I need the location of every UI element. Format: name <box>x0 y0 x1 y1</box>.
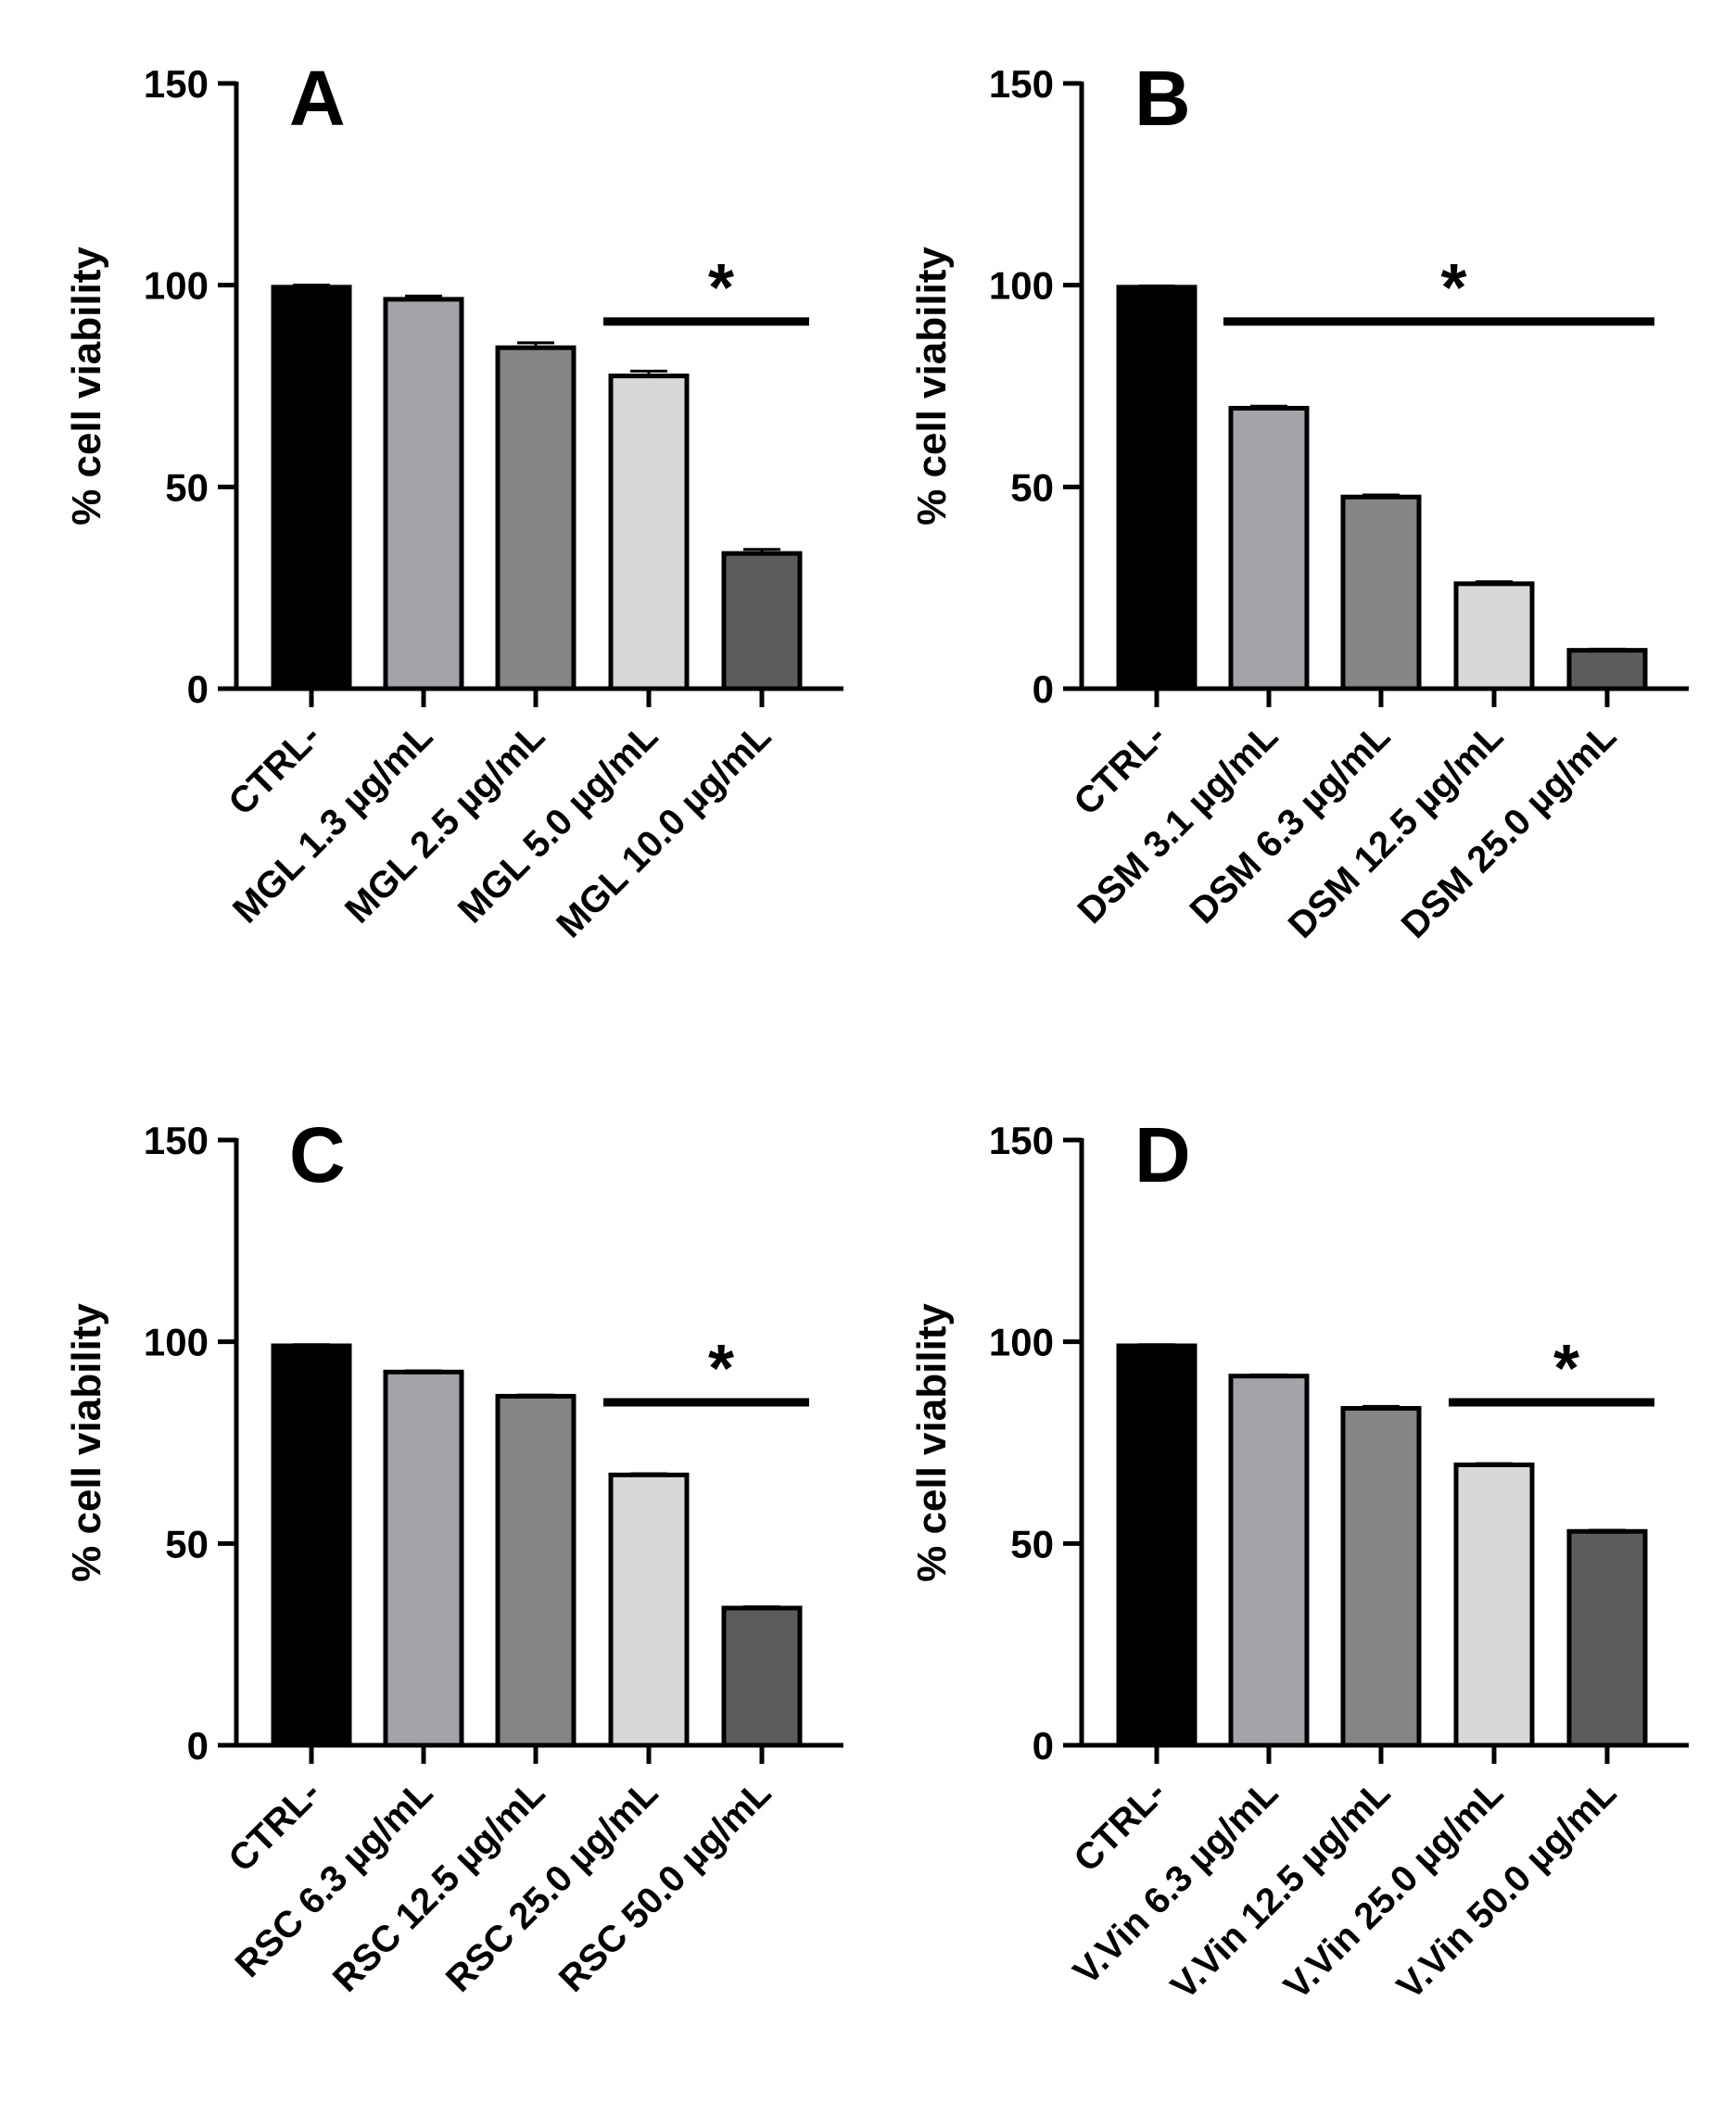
y-axis-label: % cell viability <box>909 1303 955 1582</box>
x-tick-label: V.Vin 25.0 µg/mL <box>1276 1772 1511 2007</box>
panel-label: D <box>1134 1111 1191 1198</box>
bar <box>1453 581 1535 691</box>
bar <box>1566 648 1648 691</box>
x-tick-label: RSC 25.0 µg/mL <box>438 1772 665 1999</box>
x-tick-label: DSM 12.5 µg/mL <box>1281 716 1512 946</box>
x-tick-label: MGL 1.3 µg/mL <box>225 716 440 931</box>
y-tick-label: 100 <box>144 264 209 308</box>
panel-label: C <box>289 1111 346 1198</box>
x-tick-label: V.Vin 6.3 µg/mL <box>1066 1772 1286 1993</box>
x-tick-label: RSC 12.5 µg/mL <box>325 1772 552 1999</box>
chart-panel-b: B % cell viability 0 50 100 150 CTRL-DSM 3.1 µ… <box>909 55 1689 946</box>
x-tick-label: V.Vin 12.5 µg/mL <box>1163 1772 1398 2007</box>
x-tick-label: DSM 3.1 µg/mL <box>1071 716 1286 931</box>
bar <box>1566 1528 1648 1748</box>
y-tick-label: 100 <box>989 1321 1054 1364</box>
bar <box>495 1393 577 1748</box>
chart-panel-c: C % cell viability 0 50 100 150 CTRL-RSC 6.3 µ… <box>64 1111 843 2000</box>
bar <box>1228 1374 1310 1748</box>
bar <box>1116 1343 1197 1748</box>
y-tick-label: 100 <box>989 264 1054 308</box>
y-tick-label: 0 <box>1033 1724 1054 1768</box>
y-tick-label: 50 <box>1010 465 1054 509</box>
significance-asterisk: * <box>1440 251 1466 325</box>
significance-asterisk: * <box>1553 1332 1579 1406</box>
bar <box>1453 1462 1535 1748</box>
y-tick-label: 150 <box>989 62 1054 106</box>
y-tick-label: 50 <box>165 1522 209 1565</box>
y-tick-label: 50 <box>1010 1522 1054 1565</box>
y-tick-label: 0 <box>187 1724 209 1768</box>
chart-panel-a: A % cell viability 0 50 100 150 CTRL-MGL 1.3 µ… <box>64 55 843 945</box>
x-tick-label: RSC 6.3 µg/mL <box>228 1772 441 1985</box>
panel-label: A <box>289 55 346 142</box>
x-tick-label: RSC 50.0 µg/mL <box>551 1772 779 1999</box>
x-tick-label: CTRL- <box>1066 1772 1173 1880</box>
bar <box>1340 1405 1422 1748</box>
bar <box>495 345 577 691</box>
bar <box>608 374 690 691</box>
panel-label: B <box>1134 55 1191 142</box>
bar <box>271 1343 352 1748</box>
y-tick-label: 0 <box>187 667 209 711</box>
bar <box>271 285 352 691</box>
y-tick-label: 150 <box>989 1119 1054 1162</box>
x-tick-label: MGL 2.5 µg/mL <box>337 716 552 931</box>
bar <box>383 1369 464 1748</box>
y-tick-label: 50 <box>165 465 209 509</box>
bar <box>383 297 464 691</box>
chart-panel-d: D % cell viability 0 50 100 150 CTRL-V.Vin 6.3… <box>909 1111 1689 2008</box>
significance-asterisk: * <box>708 1332 734 1406</box>
bar <box>608 1472 690 1748</box>
bar <box>721 1605 803 1748</box>
x-tick-label: DSM 25.0 µg/mL <box>1394 716 1625 946</box>
y-axis-label: % cell viability <box>909 247 955 526</box>
bar <box>1116 285 1197 691</box>
x-tick-label: CTRL- <box>221 716 328 823</box>
x-tick-label: MGL 10.0 µg/mL <box>549 716 779 945</box>
y-tick-label: 0 <box>1033 667 1054 711</box>
x-tick-label: MGL 5.0 µg/mL <box>450 716 665 931</box>
x-tick-label: DSM 6.3 µg/mL <box>1183 716 1399 931</box>
y-tick-label: 150 <box>144 62 209 106</box>
bar <box>1228 405 1310 691</box>
significance-asterisk: * <box>708 251 734 325</box>
y-axis-label: % cell viability <box>64 247 109 526</box>
x-tick-label: CTRL- <box>1066 716 1173 823</box>
y-tick-label: 100 <box>144 1321 209 1364</box>
bar <box>721 551 803 691</box>
y-axis-label: % cell viability <box>64 1303 109 1582</box>
x-tick-label: CTRL- <box>221 1772 328 1880</box>
bar <box>1340 494 1422 691</box>
y-tick-label: 150 <box>144 1119 209 1162</box>
x-tick-label: V.Vin 50.0 µg/mL <box>1389 1772 1624 2007</box>
